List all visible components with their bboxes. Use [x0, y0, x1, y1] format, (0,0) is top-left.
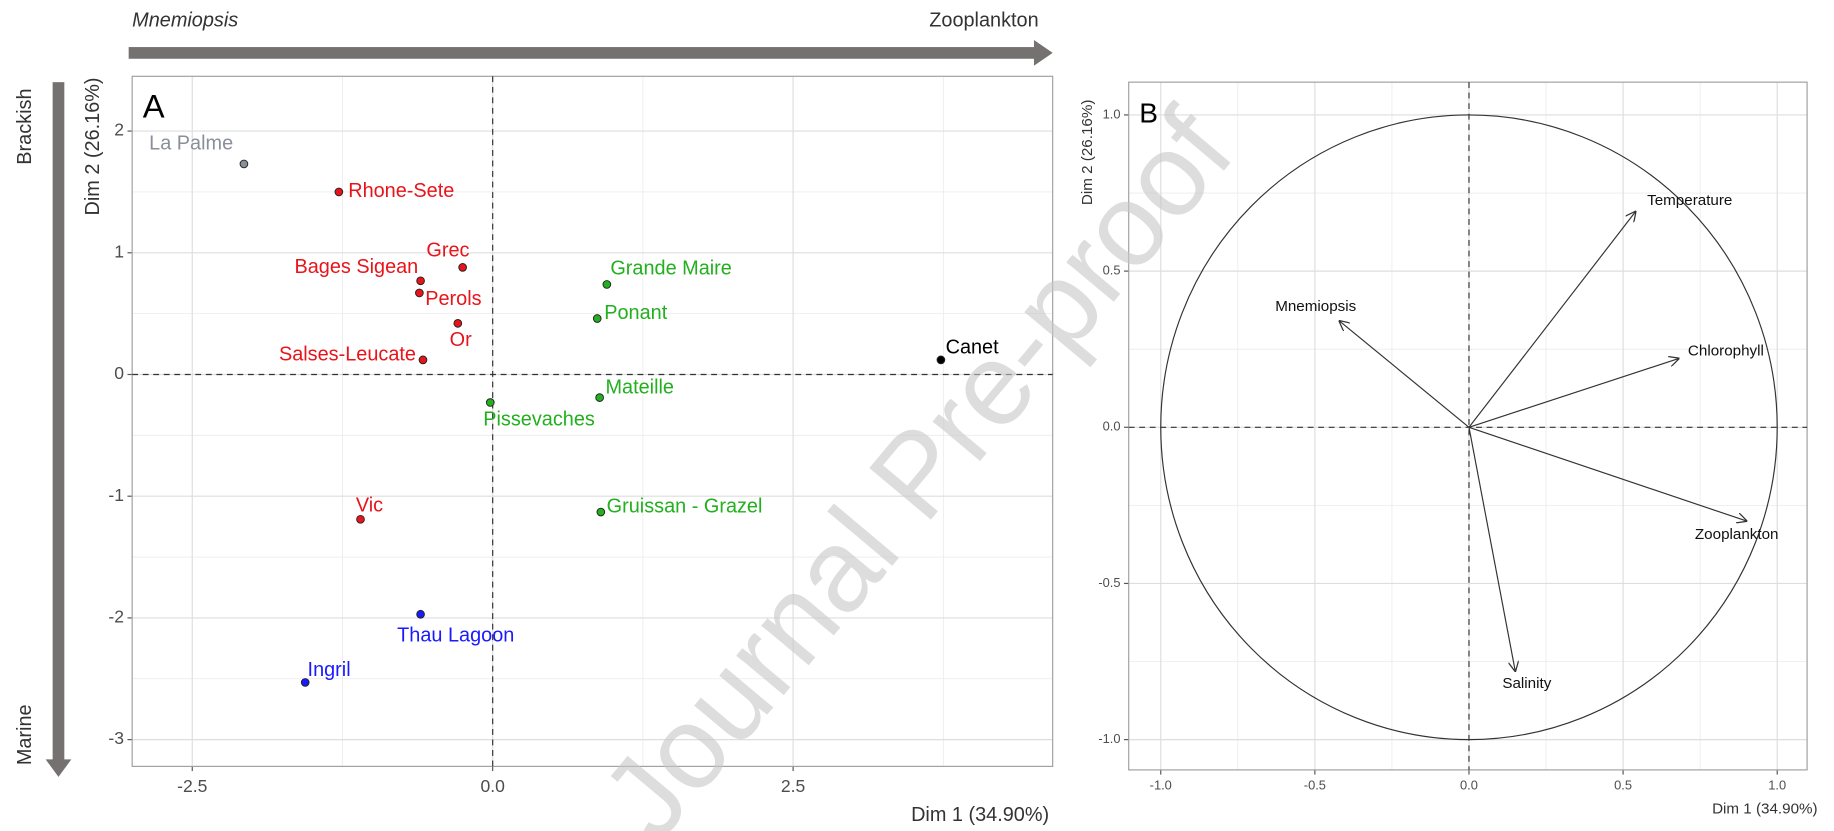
top-arrow-shaft	[128, 47, 1036, 59]
plot-border	[131, 75, 1054, 767]
y-tick-label: 0.5	[1103, 263, 1121, 278]
point-label: Vic	[356, 495, 383, 517]
point	[592, 314, 602, 323]
y-tick-label: -3	[108, 728, 124, 748]
vector-label: Chlorophyll	[1688, 343, 1764, 360]
panel-label: A	[143, 88, 165, 125]
vector-arrow	[1468, 426, 1746, 521]
point-label: Gruissan - Grazel	[607, 496, 763, 518]
vector-label: Zooplankton	[1695, 526, 1779, 543]
x-tick-label: 1.0	[1768, 778, 1786, 793]
point-label: Perols	[425, 288, 481, 310]
top-arrow-right-label: Zooplankton	[929, 10, 1038, 32]
point	[596, 507, 606, 517]
point	[595, 393, 604, 402]
point-label: Bages Sigean	[294, 256, 418, 278]
plot-background	[132, 76, 1053, 767]
y-tick-label: 2	[114, 120, 124, 140]
y-axis-title: Dim 2 (26.16%)	[82, 77, 104, 215]
point	[416, 609, 425, 619]
vector-label: Temperature	[1647, 192, 1732, 209]
x-tick-label: -1.0	[1150, 778, 1172, 793]
point-label: Ingril	[308, 659, 351, 681]
point	[300, 678, 310, 687]
y-tick-label: -2	[108, 607, 124, 627]
vector-arrow	[1340, 321, 1470, 428]
vector-label: Mnemiopsis	[1275, 298, 1356, 315]
vector-arrow	[1468, 212, 1635, 428]
y-tick-label: 1	[114, 241, 124, 261]
x-tick-label: 2.5	[781, 776, 806, 796]
side-arrow-bottom-label: Marine	[14, 704, 36, 765]
point-label: Pissevaches	[483, 408, 595, 430]
y-tick-label: -1.0	[1098, 731, 1120, 746]
y-tick-label: 1.0	[1103, 106, 1121, 121]
top-arrow-head	[1033, 40, 1053, 66]
side-arrow-top-label: Brackish	[14, 88, 36, 164]
side-arrow-head	[45, 759, 72, 777]
point-label: Ponant	[604, 302, 667, 324]
point	[458, 263, 467, 272]
x-axis-title: Dim 1 (34.90%)	[911, 804, 1049, 826]
x-tick-label: -0.5	[1304, 778, 1326, 793]
y-tick-label: -0.5	[1098, 575, 1120, 590]
side-arrow-shaft	[52, 82, 65, 761]
point-label: Mateille	[605, 377, 674, 399]
point	[416, 276, 425, 286]
point	[485, 398, 495, 407]
point-label: Salses-Leucate	[279, 343, 416, 365]
point	[415, 288, 424, 298]
panel-label: B	[1139, 97, 1158, 128]
y-tick-label: -1	[108, 485, 124, 505]
x-tick-label: -2.5	[177, 776, 207, 796]
x-tick-label: 0.0	[1460, 778, 1478, 793]
point-label: La Palme	[149, 132, 233, 154]
point-label: Rhone-Sete	[348, 180, 454, 202]
point	[239, 159, 249, 169]
x-axis-title: Dim 1 (34.90%)	[1712, 801, 1818, 818]
vector-arrow	[1468, 427, 1515, 671]
y-tick-label: 0.0	[1103, 419, 1121, 434]
point	[936, 355, 946, 365]
unit-circle	[1160, 114, 1778, 741]
x-tick-label: 0.5	[1614, 778, 1632, 793]
point-label: Grande Maire	[610, 257, 732, 279]
point-label: Or	[450, 329, 472, 351]
y-tick-label: 0	[114, 363, 124, 383]
vector-arrow	[1468, 359, 1679, 428]
point-label: Grec	[426, 239, 469, 261]
y-axis-title: Dim 2 (26.16%)	[1079, 100, 1096, 206]
point	[453, 319, 463, 328]
plots: -2.5 0.0 2.5 -3 -2 -1 0 1 2A Dim 1 (34.90%) Dim 2 …	[82, 75, 1818, 826]
x-tick-label: 0.0	[480, 776, 505, 796]
point	[334, 187, 344, 197]
plot-border	[1128, 81, 1808, 771]
point-label: Canet	[946, 336, 1000, 358]
point	[602, 280, 612, 289]
point	[418, 355, 428, 365]
vector-label: Salinity	[1502, 675, 1551, 692]
top-arrow-left-label: Mnemiopsis	[132, 10, 238, 32]
point-label: Thau Lagoon	[397, 625, 514, 647]
point	[356, 514, 365, 524]
